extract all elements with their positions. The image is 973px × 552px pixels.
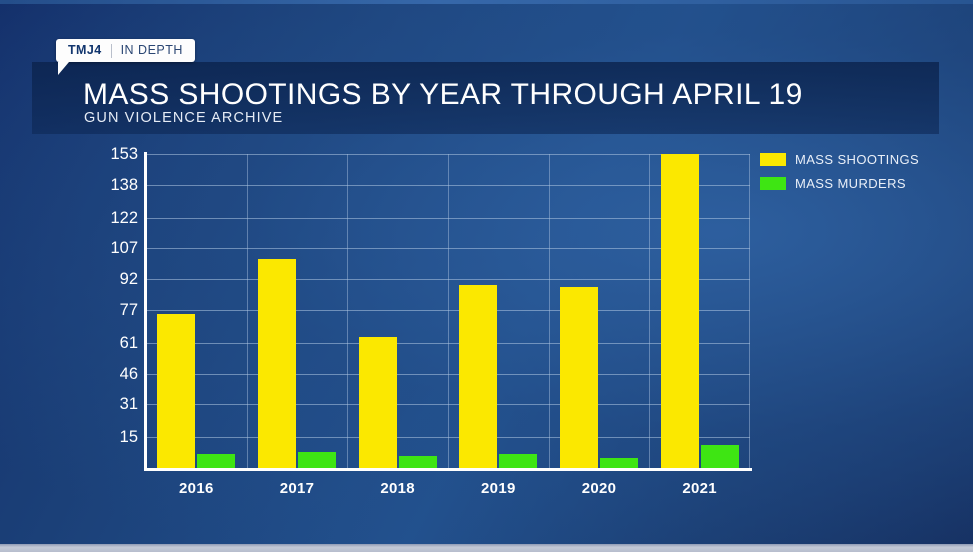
- network-name: TMJ4: [68, 43, 102, 58]
- bar-mass-murders: [298, 451, 336, 468]
- bar-group: [358, 154, 437, 468]
- segment-name: IN DEPTH: [120, 43, 183, 58]
- legend-swatch-murders: [760, 177, 786, 190]
- x-axis-tick-label: 2020: [581, 480, 617, 497]
- grid-line: [146, 217, 750, 219]
- y-axis-tick-label: 153: [110, 144, 138, 163]
- bar-mass-shootings: [157, 314, 196, 468]
- legend-item-shootings: MASS SHOOTINGS: [760, 152, 919, 167]
- grid-line-vertical: [649, 154, 651, 468]
- grid-line-vertical: [448, 154, 449, 468]
- grid-line-vertical: [749, 154, 750, 468]
- grid-line: [146, 279, 750, 281]
- grid-line: [146, 248, 750, 250]
- grid-line-vertical: [347, 154, 349, 468]
- x-axis-tick-label: 2016: [179, 480, 214, 497]
- y-axis-tick-label: 15: [119, 427, 138, 446]
- bar-group: [560, 154, 638, 468]
- bar-mass-shootings: [560, 287, 598, 468]
- bar-mass-murders: [700, 445, 739, 468]
- y-axis-tick-label: 138: [110, 175, 138, 194]
- x-axis-tick-label: 2017: [279, 480, 315, 497]
- legend-label-murders: MASS MURDERS: [795, 176, 906, 191]
- bar-mass-shootings: [258, 258, 296, 468]
- x-axis-line: [144, 468, 752, 471]
- bar-group: [459, 154, 538, 468]
- bar-group: [157, 154, 236, 468]
- legend-swatch-shootings: [760, 153, 786, 166]
- grid-line: [146, 437, 750, 439]
- y-axis-tick-label: 77: [119, 300, 138, 319]
- x-axis-tick-label: 2019: [481, 480, 516, 497]
- bar-mass-shootings: [358, 336, 397, 468]
- legend-label-shootings: MASS SHOOTINGS: [795, 152, 920, 167]
- bar-mass-murders: [197, 453, 236, 468]
- grid-line: [146, 342, 750, 344]
- page-subtitle: GUN VIOLENCE ARCHIVE: [84, 110, 284, 126]
- page-title: MASS SHOOTINGS BY YEAR THROUGH APRIL 19: [83, 78, 803, 111]
- bar-mass-murders: [398, 455, 437, 468]
- bar-mass-murders: [600, 457, 638, 468]
- y-axis-tick-label: 46: [119, 364, 138, 383]
- badge-divider: [110, 43, 112, 58]
- y-axis-tick-labels: 15 31 46 61 77 92 107 122 138 153: [88, 146, 138, 468]
- network-badge-body: TMJ4 IN DEPTH: [56, 39, 195, 62]
- y-axis-line: [144, 152, 147, 470]
- grid-line: [146, 154, 750, 155]
- bar-mass-shootings: [459, 285, 498, 468]
- grid-line: [146, 309, 750, 311]
- badge-tail-icon: [58, 62, 69, 75]
- y-axis-tick-label: 31: [119, 395, 138, 414]
- bottom-letterbox-strip: [0, 544, 973, 552]
- x-axis-tick-label: 2018: [380, 480, 415, 497]
- y-axis-tick-label: 92: [119, 269, 138, 288]
- grid-line-vertical: [548, 154, 550, 468]
- y-axis-tick-label: 107: [110, 239, 138, 258]
- network-badge: TMJ4 IN DEPTH: [56, 39, 195, 75]
- bar-mass-shootings: [660, 154, 699, 468]
- y-axis-tick-label: 61: [119, 333, 138, 352]
- bar-mass-murders: [499, 453, 538, 468]
- chart-legend: MASS SHOOTINGS MASS MURDERS: [760, 152, 919, 200]
- y-axis-tick-label: 122: [110, 208, 138, 227]
- plot-area: [146, 154, 750, 468]
- x-axis-tick-label: 2021: [682, 480, 717, 497]
- grid-line: [146, 184, 750, 186]
- grid-line-vertical: [246, 154, 248, 468]
- legend-item-murders: MASS MURDERS: [760, 176, 919, 191]
- bar-group: [660, 154, 739, 468]
- grid-line: [146, 404, 750, 406]
- title-band: [32, 62, 939, 134]
- bar-group: [258, 154, 336, 468]
- grid-line: [146, 373, 750, 375]
